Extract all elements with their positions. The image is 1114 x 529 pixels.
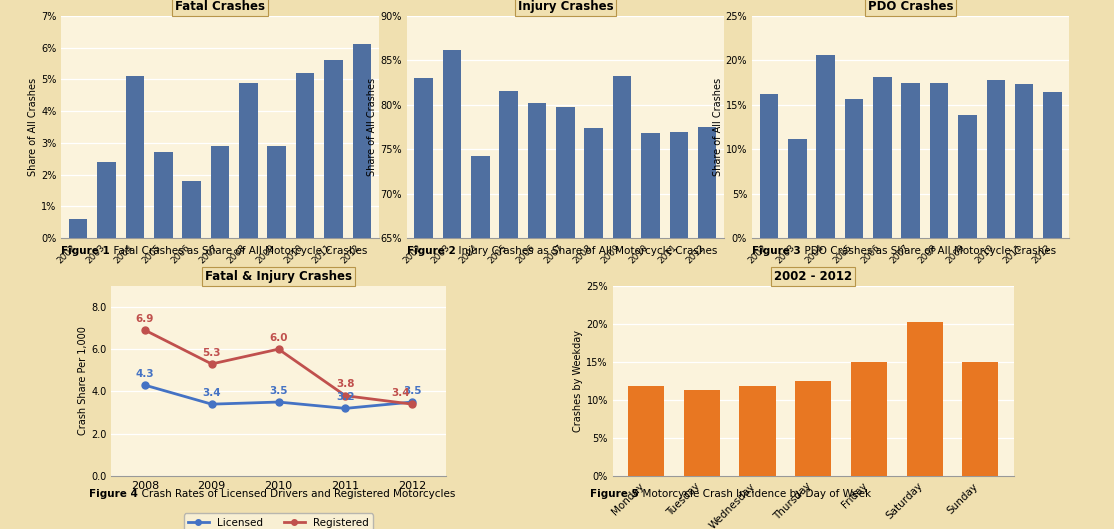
Bar	[740, 386, 775, 476]
Bar	[795, 381, 831, 476]
Bar	[556, 107, 575, 529]
Bar	[296, 73, 314, 238]
Title: Fatal & Injury Crashes: Fatal & Injury Crashes	[205, 270, 352, 283]
Bar	[211, 146, 229, 238]
Text: Figure 2: Figure 2	[407, 246, 456, 256]
Bar	[154, 152, 173, 238]
Bar	[126, 76, 144, 238]
Legend: Licensed, Registered: Licensed, Registered	[184, 514, 373, 529]
Text: 6.0: 6.0	[270, 333, 287, 343]
Text: 3.2: 3.2	[336, 392, 354, 402]
Y-axis label: Crashes by Weekday: Crashes by Weekday	[574, 330, 584, 432]
Bar	[240, 83, 257, 238]
Text: Figure 1: Figure 1	[61, 246, 110, 256]
Text: 6.9: 6.9	[136, 314, 154, 324]
Text: 3.8: 3.8	[336, 379, 354, 389]
Title: Injury Crashes: Injury Crashes	[518, 1, 613, 13]
Y-axis label: Share of All Crashes: Share of All Crashes	[28, 78, 38, 176]
Y-axis label: Share of All Crashes: Share of All Crashes	[368, 78, 378, 176]
Bar	[907, 322, 942, 476]
Bar	[987, 80, 1005, 238]
Bar	[930, 83, 948, 238]
Bar	[962, 362, 998, 476]
Text: Figure 5: Figure 5	[590, 489, 639, 499]
Bar	[585, 128, 603, 529]
Bar	[1015, 84, 1034, 238]
Text: Figure 4: Figure 4	[89, 489, 138, 499]
Bar	[1043, 92, 1062, 238]
Text: 5.3: 5.3	[203, 348, 221, 358]
Bar	[901, 84, 920, 238]
Bar	[97, 162, 116, 238]
Bar	[844, 98, 863, 238]
Bar	[642, 133, 659, 529]
Text: 3.4: 3.4	[203, 388, 221, 398]
Bar	[324, 60, 343, 238]
Text: PDO Crashes as Share of All Motorcycle Crashes: PDO Crashes as Share of All Motorcycle C…	[798, 246, 1056, 256]
Y-axis label: Share of All Crashes: Share of All Crashes	[713, 78, 723, 176]
Title: 2002 - 2012: 2002 - 2012	[774, 270, 852, 283]
Text: Figure 3: Figure 3	[752, 246, 801, 256]
Bar	[628, 386, 664, 476]
Bar	[352, 44, 371, 238]
Bar	[442, 50, 461, 529]
Bar	[267, 146, 286, 238]
Text: 3.5: 3.5	[403, 386, 421, 396]
Bar	[414, 78, 433, 529]
Text: Crash Rates of Licensed Drivers and Registered Motorcycles: Crash Rates of Licensed Drivers and Regi…	[135, 489, 456, 499]
Bar	[851, 362, 887, 476]
Text: 3.4: 3.4	[392, 388, 410, 398]
Bar	[613, 76, 632, 529]
Y-axis label: Crash Share Per 1,000: Crash Share Per 1,000	[78, 326, 88, 435]
Title: Fatal Crashes: Fatal Crashes	[175, 1, 265, 13]
Text: Injury Crashes as Share of All Motorcycle Crashes: Injury Crashes as Share of All Motorcycl…	[452, 246, 717, 256]
Text: Motorcycle Crash Incidence by Day of Week: Motorcycle Crash Incidence by Day of Wee…	[636, 489, 871, 499]
Bar	[958, 115, 977, 238]
Bar	[684, 390, 720, 476]
Bar	[760, 94, 779, 238]
Text: 3.5: 3.5	[270, 386, 287, 396]
Bar	[697, 127, 716, 529]
Text: Fatal Crashes as Share of All Motorcycle Crashes: Fatal Crashes as Share of All Motorcycle…	[107, 246, 368, 256]
Bar	[817, 55, 834, 238]
Bar	[788, 139, 807, 238]
Text: 4.3: 4.3	[136, 369, 154, 379]
Bar	[69, 219, 88, 238]
Bar	[670, 132, 688, 529]
Bar	[499, 92, 518, 529]
Bar	[528, 103, 546, 529]
Bar	[183, 181, 201, 238]
Bar	[873, 77, 891, 238]
Title: PDO Crashes: PDO Crashes	[868, 1, 954, 13]
Bar	[471, 156, 489, 529]
